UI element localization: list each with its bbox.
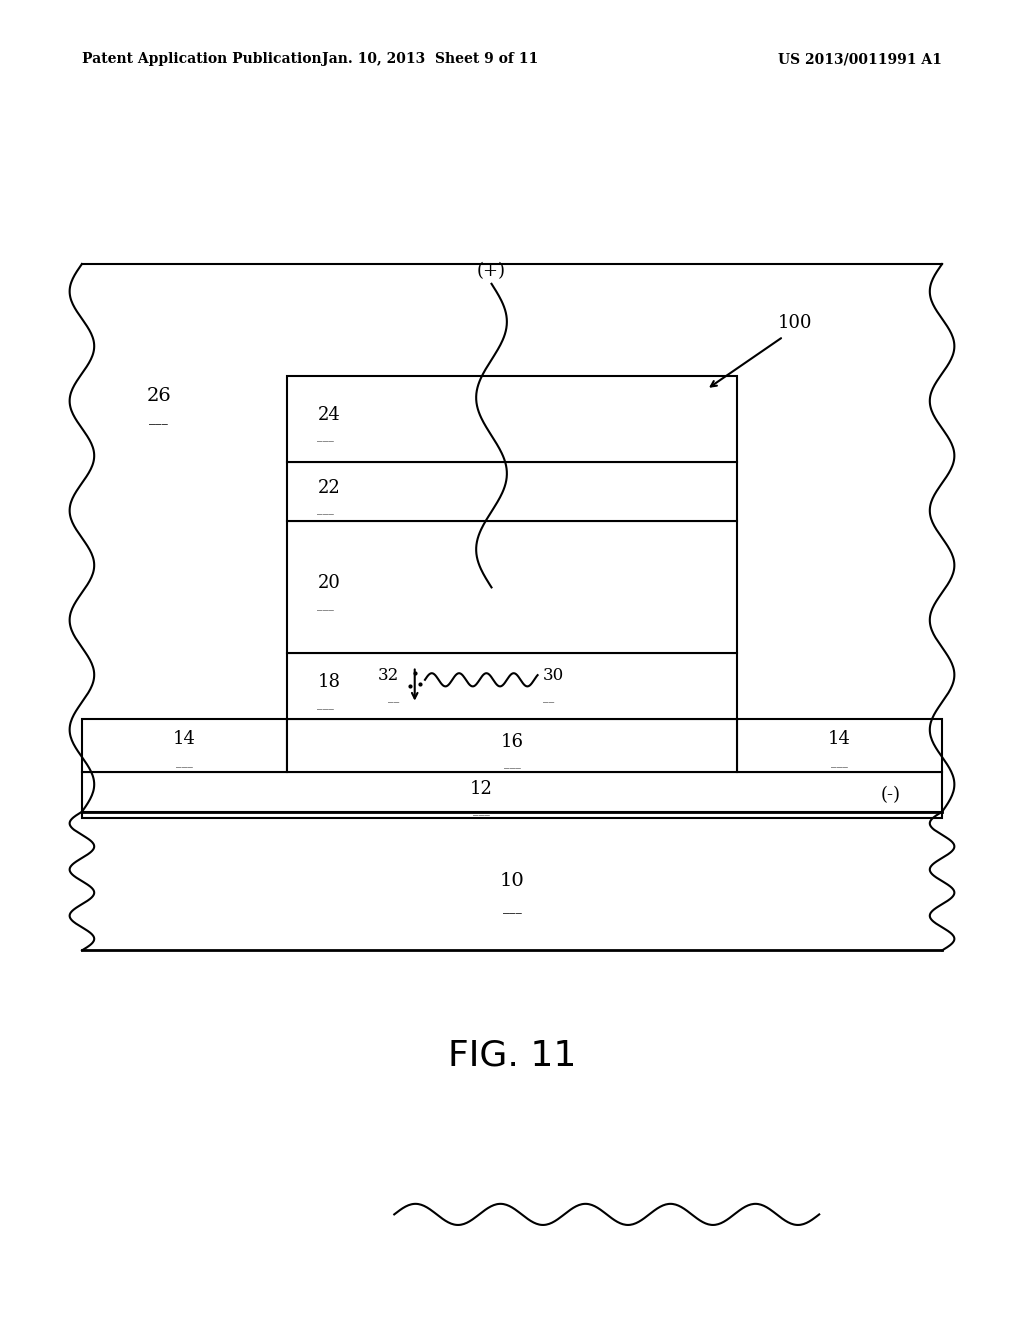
Text: 20: 20 [317,574,340,593]
Text: Jan. 10, 2013  Sheet 9 of 11: Jan. 10, 2013 Sheet 9 of 11 [322,53,539,66]
Text: ___: ___ [504,759,520,770]
Text: ___: ___ [503,900,521,913]
FancyBboxPatch shape [287,462,737,521]
Text: ___: ___ [317,601,334,611]
Text: 32: 32 [378,668,399,684]
FancyBboxPatch shape [287,653,737,719]
Text: 18: 18 [317,673,340,692]
Text: __: __ [388,693,399,704]
Text: ___: ___ [317,506,334,515]
Text: 22: 22 [317,479,340,496]
Text: __: __ [543,693,554,704]
FancyBboxPatch shape [82,772,942,818]
FancyBboxPatch shape [287,719,737,772]
FancyBboxPatch shape [287,521,737,653]
Text: 30: 30 [543,668,564,684]
FancyBboxPatch shape [737,719,942,772]
FancyBboxPatch shape [82,719,287,772]
Text: 10: 10 [500,873,524,890]
Text: ___: ___ [831,758,848,768]
Text: 100: 100 [778,314,813,333]
Text: 26: 26 [146,387,171,405]
Text: FIG. 11: FIG. 11 [447,1039,577,1073]
Text: ___: ___ [150,412,168,425]
Text: Patent Application Publication: Patent Application Publication [82,53,322,66]
Text: ___: ___ [317,700,334,710]
Text: (-): (-) [881,787,901,804]
Text: ___: ___ [176,758,193,768]
Text: 16: 16 [501,733,523,751]
Text: (+): (+) [477,261,506,280]
Text: 24: 24 [317,407,340,424]
Text: US 2013/0011991 A1: US 2013/0011991 A1 [778,53,942,66]
FancyBboxPatch shape [287,376,737,462]
Text: 12: 12 [470,780,493,797]
Text: ___: ___ [473,805,489,816]
Text: ___: ___ [317,432,334,442]
Text: 14: 14 [173,730,196,748]
Text: 14: 14 [828,730,851,748]
